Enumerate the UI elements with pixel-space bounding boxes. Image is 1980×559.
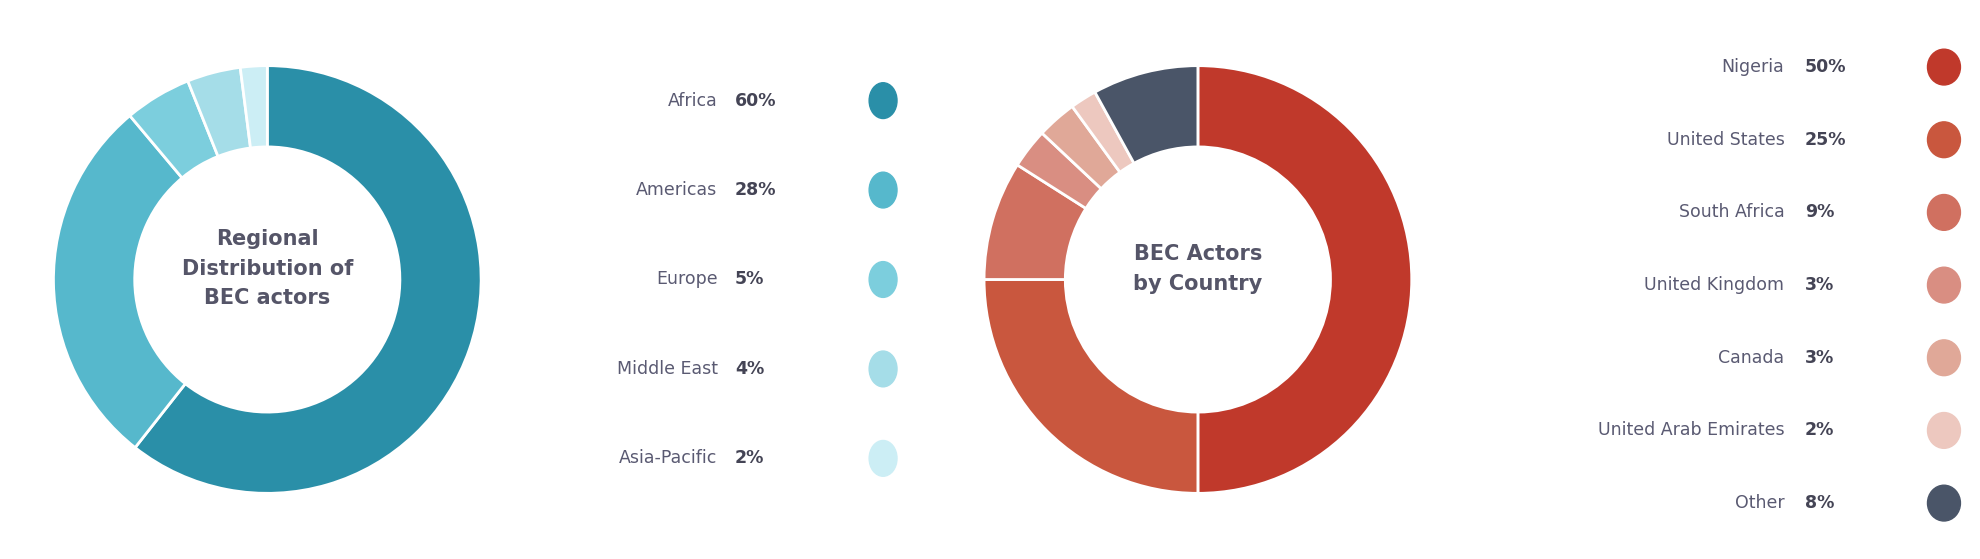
Circle shape (1927, 195, 1960, 230)
Wedge shape (1073, 92, 1135, 172)
Wedge shape (984, 280, 1198, 494)
Text: 8%: 8% (1806, 494, 1833, 512)
Text: United Arab Emirates: United Arab Emirates (1598, 421, 1784, 439)
Circle shape (1927, 49, 1960, 85)
Text: South Africa: South Africa (1679, 203, 1784, 221)
Wedge shape (1198, 65, 1412, 494)
Wedge shape (1041, 107, 1121, 189)
Circle shape (1927, 485, 1960, 521)
Wedge shape (984, 165, 1085, 280)
Text: 2%: 2% (1806, 421, 1833, 439)
Text: Other: Other (1734, 494, 1784, 512)
Circle shape (869, 440, 897, 476)
Circle shape (1927, 267, 1960, 303)
Text: United Kingdom: United Kingdom (1643, 276, 1784, 294)
Text: Nigeria: Nigeria (1723, 58, 1784, 76)
Circle shape (1927, 340, 1960, 376)
Text: 5%: 5% (735, 271, 764, 288)
Text: 3%: 3% (1806, 349, 1833, 367)
Text: 4%: 4% (735, 360, 764, 378)
Wedge shape (1095, 65, 1198, 163)
Text: Americas: Americas (636, 181, 717, 199)
Text: 3%: 3% (1806, 276, 1833, 294)
Wedge shape (188, 68, 251, 157)
Text: 28%: 28% (735, 181, 776, 199)
Text: Canada: Canada (1719, 349, 1784, 367)
Circle shape (869, 262, 897, 297)
Text: 2%: 2% (735, 449, 764, 467)
Text: 60%: 60% (735, 92, 776, 110)
Wedge shape (1018, 133, 1101, 209)
Text: 9%: 9% (1806, 203, 1833, 221)
Text: Europe: Europe (655, 271, 717, 288)
Wedge shape (53, 116, 186, 448)
Text: Middle East: Middle East (616, 360, 717, 378)
Text: 50%: 50% (1806, 58, 1847, 76)
Circle shape (869, 83, 897, 119)
Text: United States: United States (1667, 131, 1784, 149)
Text: Regional
Distribution of
BEC actors: Regional Distribution of BEC actors (182, 229, 352, 309)
Wedge shape (240, 65, 267, 148)
Wedge shape (131, 81, 218, 178)
Circle shape (869, 351, 897, 387)
Text: Asia-Pacific: Asia-Pacific (620, 449, 717, 467)
Text: BEC Actors
by Country: BEC Actors by Country (1133, 244, 1263, 293)
Text: 25%: 25% (1806, 131, 1847, 149)
Wedge shape (135, 65, 481, 494)
Text: Africa: Africa (667, 92, 717, 110)
Circle shape (1927, 122, 1960, 158)
Circle shape (869, 172, 897, 208)
Circle shape (1927, 413, 1960, 448)
